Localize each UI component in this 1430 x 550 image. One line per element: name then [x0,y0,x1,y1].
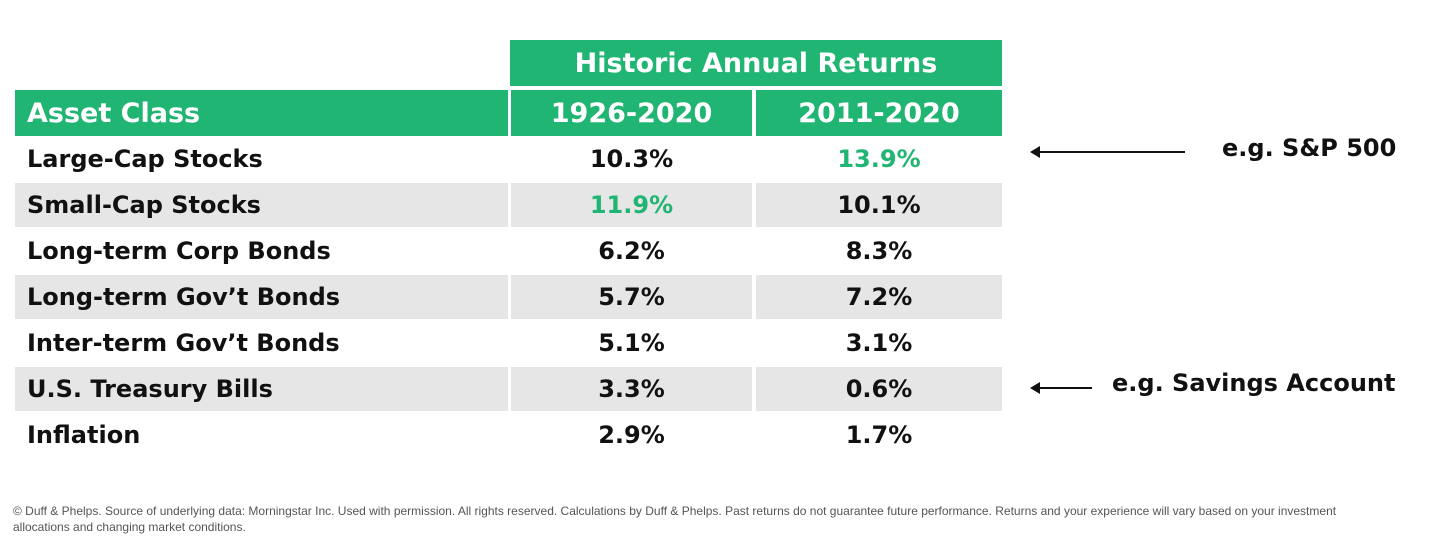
column-header-1926-2020: 1926-2020 [511,90,752,136]
cell-1926-2020: 6.2% [598,237,665,265]
column-header-2011-2020: 2011-2020 [756,90,1002,136]
row-label: Long-term Corp Bonds [27,237,331,265]
row-label: Long-term Gov’t Bonds [15,275,508,319]
cell-2011-2020: 13.9% [837,145,921,173]
arrow-left-icon [1030,382,1092,394]
cell-2011-2020: 0.6% [756,367,1002,411]
row-label: Inter-term Gov’t Bonds [27,329,340,357]
row-label: U.S. Treasury Bills [15,367,508,411]
cell-1926-2020: 2.9% [598,421,665,449]
cell-2011-2020: 8.3% [845,237,913,265]
row-label: Inflation [27,421,141,449]
cell-1926-2020: 3.3% [511,367,752,411]
table-title: Historic Annual Returns [510,40,1002,86]
cell-1926-2020: 5.7% [511,275,752,319]
arrow-left-icon [1030,146,1185,158]
annotation-savings-account: e.g. Savings Account [1112,369,1396,397]
footnote: © Duff & Phelps. Source of underlying da… [13,504,1337,534]
annotation-sp500: e.g. S&P 500 [1222,134,1397,162]
cell-1926-2020: 11.9% [511,183,752,227]
row-label: Large-Cap Stocks [27,145,263,173]
cell-1926-2020: 10.3% [589,145,674,173]
column-header-asset-class: Asset Class [15,90,508,136]
cell-2011-2020: 1.7% [845,421,913,449]
cell-2011-2020: 10.1% [756,183,1002,227]
row-label: Small-Cap Stocks [15,183,508,227]
cell-1926-2020: 5.1% [598,329,665,357]
cell-2011-2020: 7.2% [756,275,1002,319]
cell-2011-2020: 3.1% [845,329,913,357]
